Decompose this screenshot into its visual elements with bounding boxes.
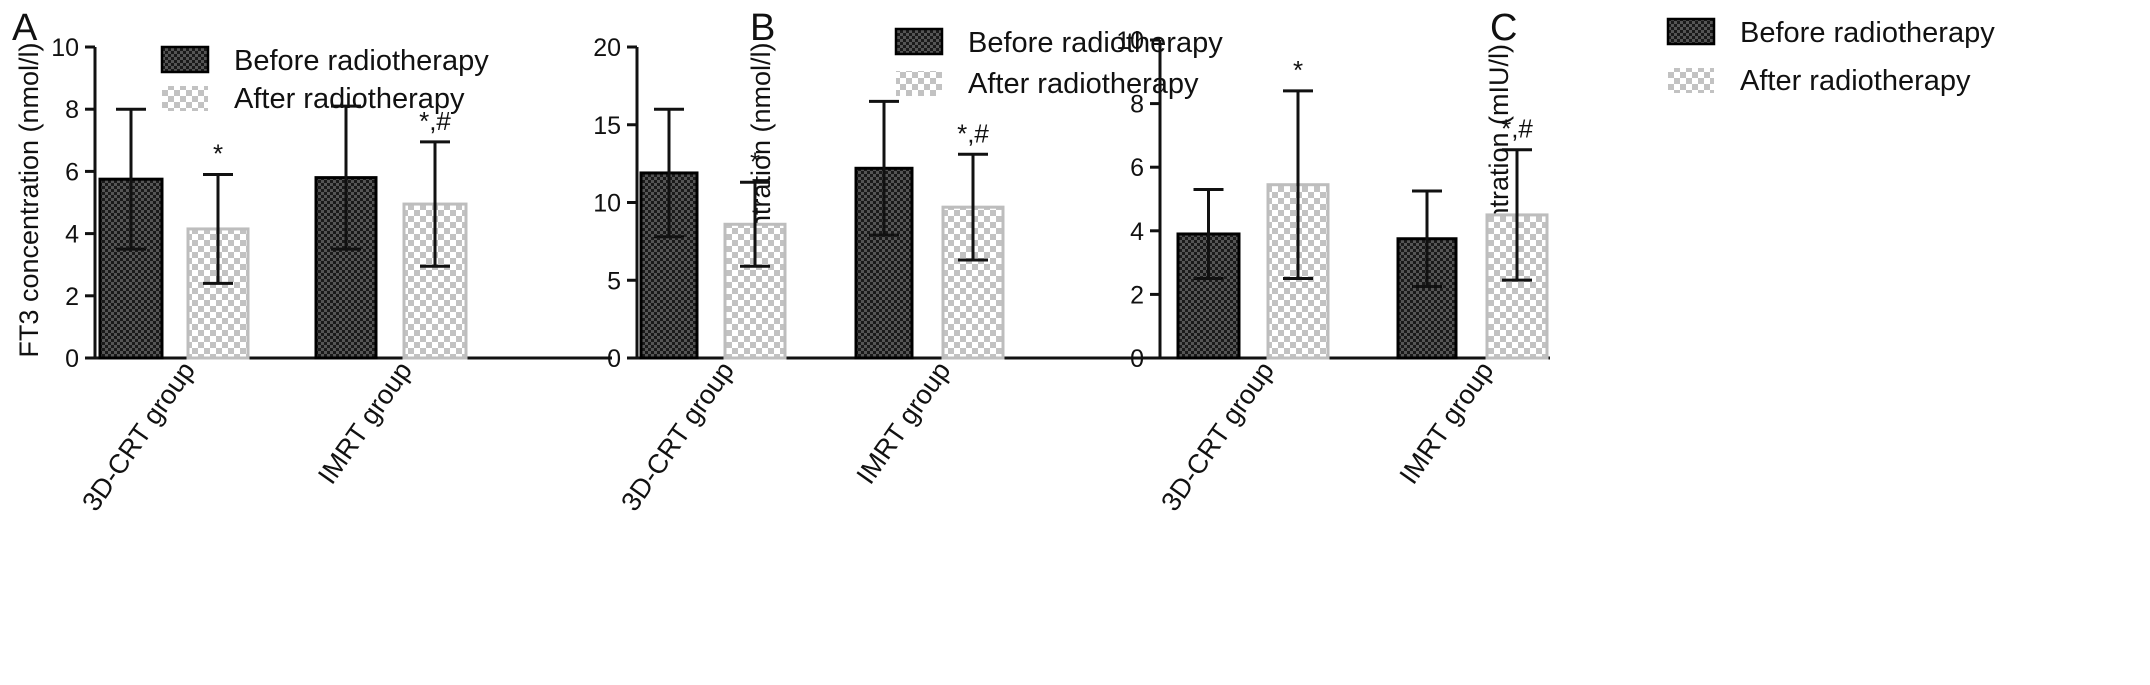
legend-swatch-after <box>896 71 942 96</box>
legend-swatch-before <box>1666 17 1716 46</box>
legend-label-after: After radiotherapy <box>1740 65 1971 97</box>
y-axis-label: FT3 concentration (nmol/l) <box>14 42 44 357</box>
bar-after <box>402 202 468 360</box>
y-tick-label: 0 <box>1130 345 1144 373</box>
chart-panel-c: C TSH concentration (mIU/l) 0246810*3D-C… <box>1116 7 1995 516</box>
x-category-label: 3D-CRT group <box>615 356 740 516</box>
legend-swatch-before <box>160 45 210 74</box>
y-tick-label: 10 <box>51 34 79 62</box>
significance-label: * <box>750 146 760 176</box>
panel-letter: B <box>750 7 775 49</box>
x-category-label: IMRT group <box>851 356 957 489</box>
significance-label: * <box>213 139 223 169</box>
legend-swatch-before <box>894 27 944 56</box>
y-tick-label: 0 <box>607 345 621 373</box>
y-tick-label: 4 <box>1130 218 1144 246</box>
panel-letter: C <box>1490 7 1517 49</box>
significance-label: *,# <box>957 118 989 148</box>
y-tick-label: 5 <box>607 267 621 295</box>
y-tick-label: 8 <box>65 96 79 124</box>
legend-label-after: After radiotherapy <box>968 68 1199 100</box>
legend-swatch-after <box>162 86 208 111</box>
y-tick-label: 0 <box>65 345 79 373</box>
legend: Before radiotherapy After radiotherapy <box>894 27 1223 100</box>
significance-label: *,# <box>419 106 451 136</box>
y-tick-label: 6 <box>1130 154 1144 182</box>
significance-label: *,# <box>1501 114 1533 144</box>
legend-swatch-after <box>1668 68 1714 93</box>
chart-panel-b: B FT4 concentration (nmol/l) 05101520*3D… <box>593 7 1223 516</box>
panel-letter: A <box>12 7 38 49</box>
y-tick-label: 6 <box>65 158 79 186</box>
legend-label-before: Before radiotherapy <box>1740 17 1995 49</box>
x-category-label: 3D-CRT group <box>1155 356 1280 516</box>
significance-label: * <box>1293 55 1303 85</box>
legend-label-before: Before radiotherapy <box>968 27 1223 59</box>
x-category-label: IMRT group <box>1394 356 1500 489</box>
x-category-label: IMRT group <box>312 356 418 489</box>
legend-label-before: Before radiotherapy <box>234 45 489 77</box>
x-category-label: 3D-CRT group <box>76 356 201 516</box>
y-tick-label: 10 <box>593 190 621 218</box>
y-tick-label: 8 <box>1130 91 1144 119</box>
y-tick-label: 2 <box>65 283 79 311</box>
y-tick-label: 2 <box>1130 281 1144 309</box>
legend: Before radiotherapy After radiotherapy <box>160 45 489 115</box>
y-tick-label: 10 <box>1116 27 1144 55</box>
y-tick-label: 4 <box>65 221 79 249</box>
chart-panel-a: A FT3 concentration (nmol/l) 0 2 4 6 8 10 * 3D-… <box>12 7 612 516</box>
y-tick-label: 15 <box>593 112 621 140</box>
legend: Before radiotherapy After radiotherapy <box>1666 17 1995 97</box>
legend-label-after: After radiotherapy <box>234 83 465 115</box>
y-tick-label: 20 <box>593 34 621 62</box>
